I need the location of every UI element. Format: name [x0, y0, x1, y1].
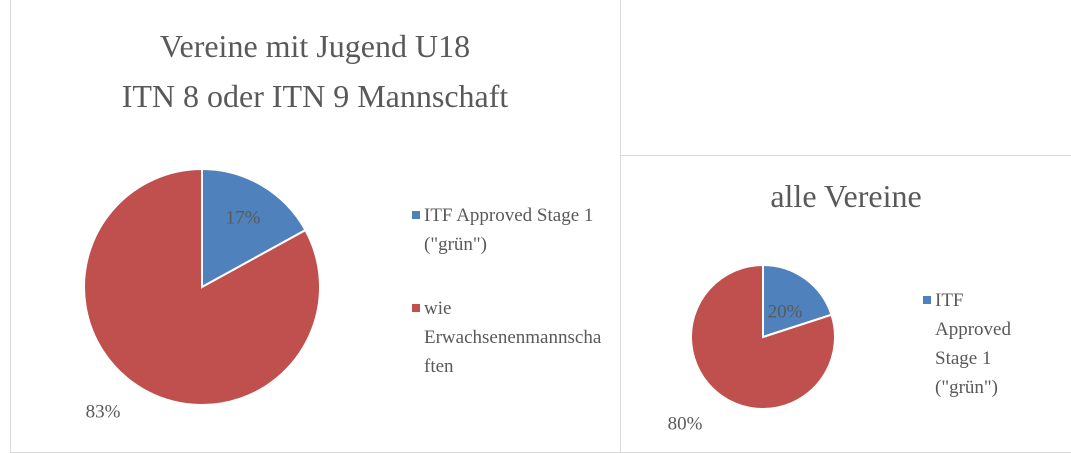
pie-slice	[83, 167, 321, 406]
legend-label: wie Erwachsenenmannschaften	[424, 298, 602, 377]
chart-title: Vereine mit Jugend U18	[159, 28, 471, 64]
pie-slice	[201, 167, 307, 289]
legend-marker	[412, 304, 420, 312]
legend-marker	[412, 211, 420, 219]
data-label: 17%	[226, 207, 261, 228]
legend-label: ITF Approved Stage 1 ("grün")	[424, 205, 594, 255]
chart-area	[620, 155, 1071, 453]
data-label: 80%	[668, 413, 703, 434]
legend-marker	[923, 296, 931, 304]
chart-title: alle Vereine	[770, 178, 922, 214]
pie-slice	[690, 263, 836, 410]
pie-slice	[762, 263, 833, 339]
chart-title: ITN 8 oder ITN 9 Mannschaft	[121, 78, 509, 114]
legend-label: ITF Approved Stage 1 ("grün")	[935, 290, 1011, 398]
data-label: 20%	[768, 301, 803, 322]
data-label: 83%	[86, 401, 121, 422]
